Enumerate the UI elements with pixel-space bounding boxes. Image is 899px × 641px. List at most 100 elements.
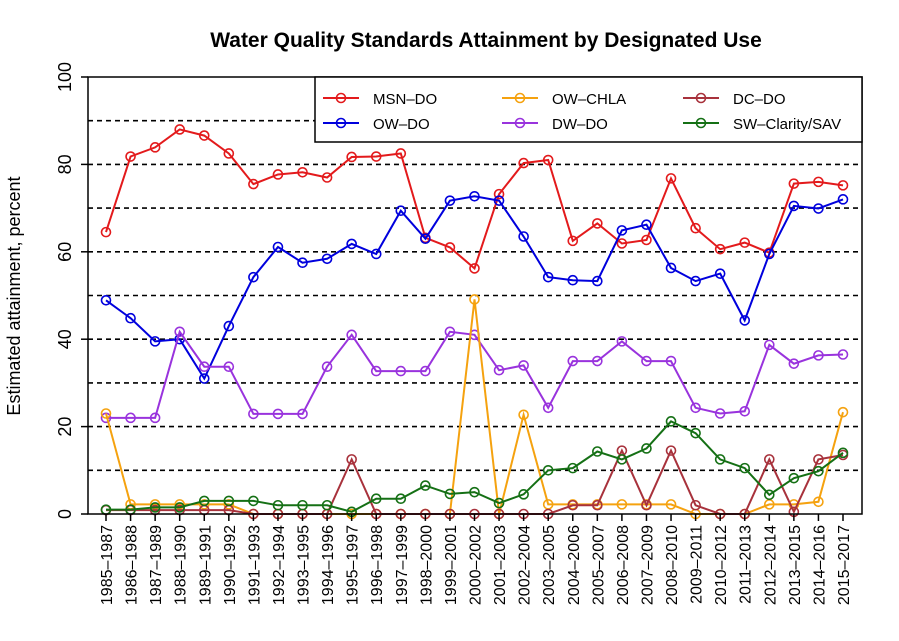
data-point — [198, 373, 210, 384]
series-0 — [100, 124, 849, 274]
x-tick-label: 1997–1999 — [394, 525, 411, 605]
data-point — [813, 203, 824, 214]
data-point — [395, 365, 407, 377]
data-point — [763, 489, 775, 501]
data-point — [616, 499, 628, 510]
x-tick-label: 2008–2010 — [664, 525, 681, 605]
x-tick-label: 2004–2006 — [566, 525, 583, 605]
data-point — [223, 499, 235, 510]
data-point — [174, 502, 185, 513]
legend-item-1: OW–DO — [323, 116, 430, 133]
data-point — [469, 294, 480, 305]
data-point — [125, 312, 136, 324]
data-point — [469, 486, 480, 498]
data-point — [567, 355, 579, 367]
data-point — [641, 355, 652, 367]
data-point — [395, 148, 407, 159]
data-point — [493, 364, 505, 376]
data-point — [837, 406, 849, 418]
data-point — [542, 402, 554, 414]
x-tick-label: 1986–1988 — [124, 525, 141, 605]
data-point — [321, 499, 333, 511]
data-point — [149, 336, 161, 347]
data-point — [100, 408, 112, 419]
x-tick-label: 2012–2014 — [762, 525, 779, 605]
data-point — [592, 446, 603, 457]
legend-item-4: DC–DO — [683, 91, 786, 108]
data-point — [272, 408, 284, 420]
data-point — [739, 406, 751, 417]
data-point — [174, 124, 185, 135]
data-point — [297, 499, 308, 511]
legend-label: OW–DO — [373, 116, 430, 133]
data-point — [370, 151, 382, 162]
series-3 — [100, 294, 849, 520]
data-point — [395, 493, 407, 505]
data-point — [641, 234, 652, 246]
data-point — [149, 502, 161, 513]
data-point — [518, 360, 529, 371]
legend-item-2: DW–DO — [502, 116, 608, 133]
data-point — [690, 427, 701, 439]
data-point — [788, 358, 800, 369]
data-point — [125, 151, 136, 162]
y-tick-label: 60 — [55, 242, 75, 262]
data-point — [837, 447, 849, 459]
data-point — [321, 361, 333, 373]
data-point — [100, 412, 112, 424]
legend-item-5: SW–Clarity/SAV — [683, 116, 841, 133]
data-point — [272, 169, 284, 180]
series-layer — [100, 124, 849, 520]
x-tick-label: 1992–1994 — [271, 525, 288, 605]
series-5 — [100, 416, 849, 518]
data-point — [493, 497, 505, 509]
legend-marker — [335, 117, 347, 129]
data-point — [567, 235, 579, 247]
data-point — [272, 499, 284, 511]
x-tick-label: 2011–2013 — [738, 525, 755, 604]
data-point — [420, 480, 431, 491]
data-point — [813, 350, 824, 361]
data-point — [763, 339, 775, 351]
series-line-0 — [105, 128, 844, 271]
series-1 — [100, 191, 849, 384]
data-point — [690, 222, 701, 234]
data-point — [714, 454, 726, 465]
data-point — [248, 408, 259, 420]
y-tick-label: 20 — [55, 417, 75, 437]
data-point — [346, 329, 357, 341]
data-point — [641, 499, 652, 511]
data-point — [420, 233, 431, 244]
x-tick-label: 1988–1990 — [173, 525, 190, 605]
data-point — [198, 495, 210, 507]
data-point — [223, 320, 235, 332]
x-tick-label: 2001–2003 — [492, 525, 509, 605]
series-line-3 — [105, 299, 844, 515]
y-tick-label: 80 — [55, 154, 75, 174]
data-point — [198, 361, 210, 373]
x-tick-label: 1994–1996 — [320, 525, 337, 605]
data-point — [493, 195, 505, 206]
data-point — [444, 488, 456, 500]
legend-label: DC–DO — [733, 91, 786, 108]
x-tick-label: 1987–1989 — [148, 525, 165, 605]
legend-marker — [514, 92, 526, 104]
data-point — [370, 248, 382, 260]
data-point — [616, 336, 628, 347]
data-point — [542, 154, 554, 166]
data-point — [665, 445, 677, 456]
data-point — [149, 412, 161, 424]
data-point — [665, 262, 677, 274]
data-point — [788, 200, 800, 212]
data-point — [125, 412, 136, 424]
data-point — [837, 194, 849, 205]
data-point — [370, 365, 382, 377]
data-point — [518, 157, 529, 169]
data-point — [469, 191, 480, 202]
data-point — [567, 462, 579, 474]
legend-box — [314, 76, 863, 143]
data-point — [469, 263, 480, 274]
data-point — [739, 462, 751, 474]
data-point — [665, 173, 677, 184]
data-point — [592, 275, 603, 287]
